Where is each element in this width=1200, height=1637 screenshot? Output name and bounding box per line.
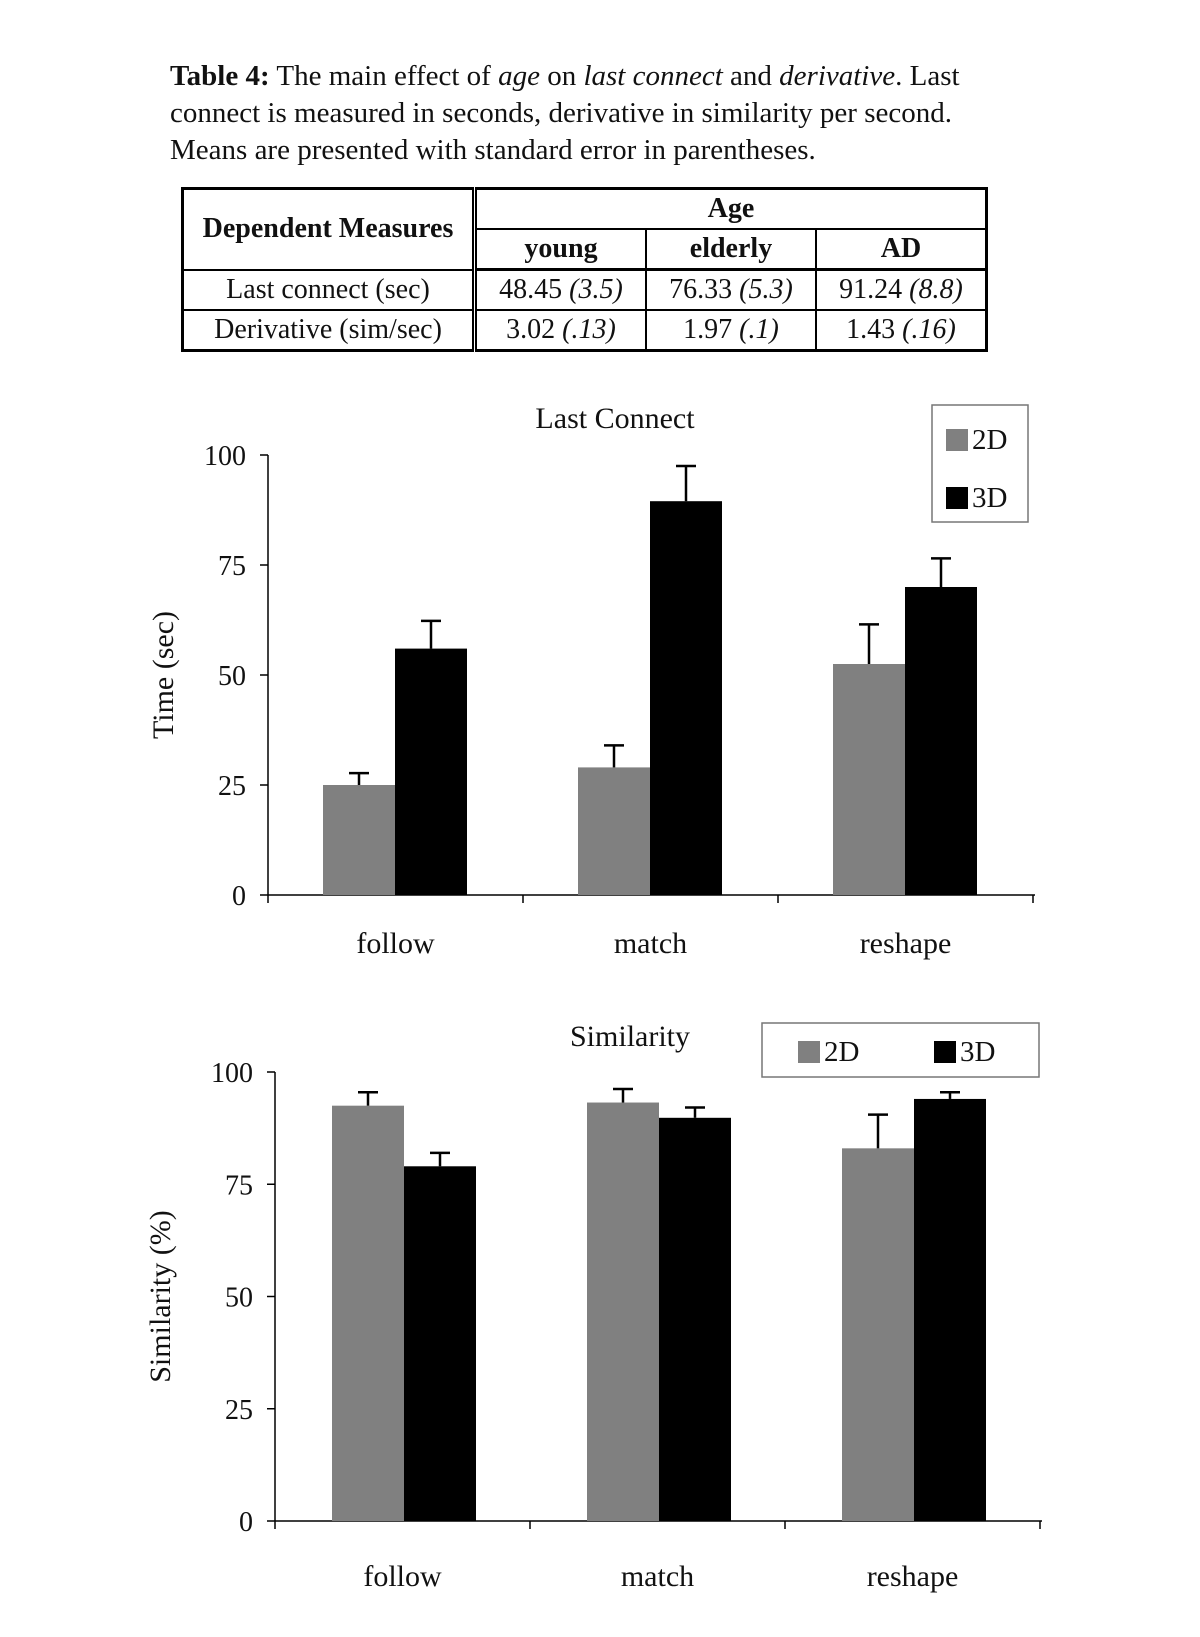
header-col-elderly: elderly [645, 228, 817, 271]
y-tick-label: 100 [204, 441, 246, 472]
cell-se: (3.5) [569, 274, 623, 305]
table-caption: Table 4: The main effect of age on last … [170, 58, 1030, 169]
cell-mean: 3.02 [506, 314, 556, 345]
legend-swatch-3D [946, 487, 968, 509]
legend-swatch-3D [934, 1041, 956, 1063]
table-row: Last connect (sec) 48.45 (3.5) 76.33 (5.… [181, 268, 988, 311]
bar-3D-follow [404, 1166, 476, 1521]
chart-title: Similarity [570, 1020, 690, 1053]
cell-se: (.13) [562, 314, 616, 345]
bar-3D-follow [395, 648, 467, 895]
header-col-young: young [472, 228, 647, 271]
bar-2D-reshape [842, 1148, 914, 1521]
bar-2D-match [587, 1102, 659, 1521]
y-tick-label: 75 [225, 1170, 253, 1201]
header-age: Age [472, 187, 988, 230]
bar-3D-reshape [905, 587, 977, 895]
legend-label: 3D [960, 1036, 995, 1068]
caption-label: Table 4: [170, 60, 270, 92]
caption-text-4: . Last connect is measured in seconds, d… [170, 60, 960, 166]
cell-mean: 91.24 [839, 274, 903, 305]
legend-swatch-2D [798, 1041, 820, 1063]
caption-text-3: and [722, 60, 780, 92]
bar-2D-reshape [833, 664, 905, 895]
cell-se: (.1) [739, 314, 779, 345]
caption-text-1: The main effect of [269, 60, 499, 92]
bar-3D-match [659, 1117, 731, 1521]
y-tick-label: 75 [218, 551, 246, 582]
y-tick-label: 25 [225, 1395, 253, 1426]
caption-text-2: on [539, 60, 584, 92]
chart-title: Last Connect [535, 402, 695, 435]
x-tick-label: reshape [867, 1560, 959, 1593]
table-cell: 3.02 (.13) [472, 309, 647, 352]
table-row: Derivative (sim/sec) 3.02 (.13) 1.97 (.1… [181, 309, 988, 352]
caption-italic-derivative: derivative [779, 60, 896, 92]
last-connect-chart: Last Connect Time (sec) 0 25 50 75 100 follow ma… [147, 402, 1035, 960]
y-axis-label: Time (sec) [147, 611, 180, 739]
bar-2D-match [578, 767, 650, 895]
x-tick-label: match [621, 1560, 694, 1593]
legend-label: 2D [824, 1036, 859, 1068]
bar-3D-reshape [914, 1098, 986, 1521]
x-tick-label: follow [356, 927, 435, 960]
table-cell: 1.97 (.1) [645, 309, 817, 352]
y-tick-label: 50 [218, 661, 246, 692]
results-table: Dependent Measures Age young elderly AD … [181, 187, 988, 352]
caption-italic-last-connect: last connect [583, 60, 723, 92]
table-cell: 1.43 (.16) [815, 309, 988, 352]
table-cell: 91.24 (8.8) [815, 268, 988, 311]
cell-se: (.16) [902, 314, 956, 345]
row-label: Last connect (sec) [181, 268, 476, 311]
y-tick-label: 0 [232, 881, 246, 912]
legend-label: 2D [972, 424, 1007, 456]
bar-2D-follow [332, 1105, 404, 1521]
y-tick-label: 25 [218, 771, 246, 802]
cell-mean: 76.33 [669, 274, 733, 305]
caption-italic-age: age [498, 60, 540, 92]
bar-2D-follow [323, 785, 395, 895]
table-cell: 48.45 (3.5) [472, 268, 647, 311]
row-label: Derivative (sim/sec) [181, 309, 476, 352]
y-tick-label: 100 [211, 1058, 253, 1089]
cell-se: (5.3) [739, 274, 793, 305]
y-axis-label: Similarity (%) [144, 1210, 177, 1382]
legend-label: 3D [972, 482, 1007, 514]
y-tick-label: 50 [225, 1283, 253, 1314]
x-tick-label: reshape [860, 927, 952, 960]
cell-mean: 1.43 [846, 314, 896, 345]
header-dependent-measures: Dependent Measures [181, 187, 476, 271]
x-tick-label: match [614, 927, 687, 960]
bar-3D-match [650, 501, 722, 895]
cell-se: (8.8) [909, 274, 963, 305]
table-cell: 76.33 (5.3) [645, 268, 817, 311]
header-col-ad: AD [815, 228, 988, 271]
cell-mean: 48.45 [499, 274, 563, 305]
cell-mean: 1.97 [683, 314, 733, 345]
y-tick-label: 0 [239, 1507, 253, 1538]
similarity-chart: Similarity Similarity (%) 0 25 50 75 100 follow… [144, 1020, 1042, 1593]
legend-swatch-2D [946, 429, 968, 451]
x-tick-label: follow [363, 1560, 442, 1593]
